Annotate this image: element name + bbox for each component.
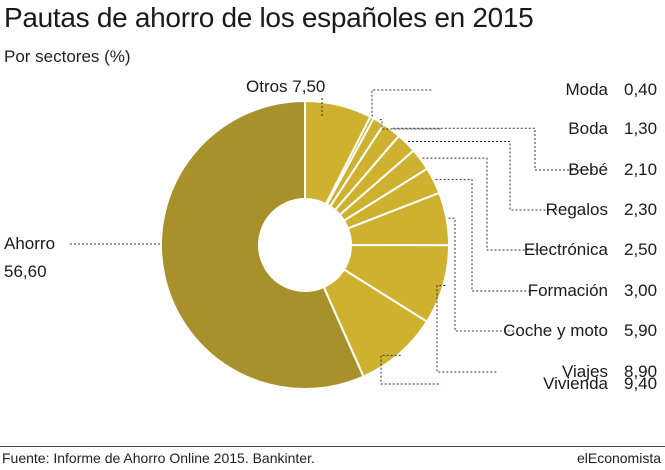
label-moda: Moda <box>565 80 608 99</box>
label-electronica: Electrónica <box>524 240 609 259</box>
leader-boda <box>379 119 442 130</box>
leader-viajes <box>436 285 497 373</box>
footer-source: Fuente: Informe de Ahorro Online 2015. B… <box>2 450 315 466</box>
value-boda: 1,30 <box>624 119 657 138</box>
value-electronica: 2,50 <box>624 240 657 259</box>
slice-ahorro <box>160 99 365 390</box>
leader-electronica <box>422 157 547 251</box>
label-coche-y-moto: Coche y moto <box>503 321 608 340</box>
value-moda: 0,40 <box>624 80 657 99</box>
label-formacion: Formación <box>528 281 608 300</box>
value-formacion: 3,00 <box>624 281 657 300</box>
label-otros: Otros 7,50 <box>246 77 325 96</box>
label-bebe: Bebé <box>568 160 608 179</box>
chart-title: Pautas de ahorro de los españoles en 201… <box>4 2 534 33</box>
leader-formacion <box>435 179 532 292</box>
label-regalos: Regalos <box>546 200 608 219</box>
value-coche-y-moto: 5,90 <box>624 321 657 340</box>
leader-vivienda <box>380 354 441 385</box>
donut-chart: Otros 7,50 Moda 0,40 Boda 1,30 Bebé 2,10 Regalo… <box>4 77 657 393</box>
label-ahorro: Ahorro <box>4 234 55 253</box>
leader-regalos <box>407 141 570 211</box>
value-ahorro: 56,60 <box>4 262 47 281</box>
label-boda: Boda <box>568 119 608 138</box>
leader-coche-y-moto <box>448 217 515 332</box>
footer-brand: elEconomista <box>576 450 661 466</box>
chart-subtitle: Por sectores (%) <box>4 47 131 66</box>
label-viajes: Viajes <box>562 362 608 381</box>
leader-moda <box>371 89 432 117</box>
value-viajes: 8,90 <box>624 362 657 381</box>
value-vivienda: 9,40 <box>624 374 657 393</box>
footer-divider <box>0 446 665 447</box>
value-regalos: 2,30 <box>624 200 657 219</box>
leader-bebe <box>392 127 595 171</box>
value-bebe: 2,10 <box>624 160 657 179</box>
label-vivienda: Vivienda <box>543 374 608 393</box>
